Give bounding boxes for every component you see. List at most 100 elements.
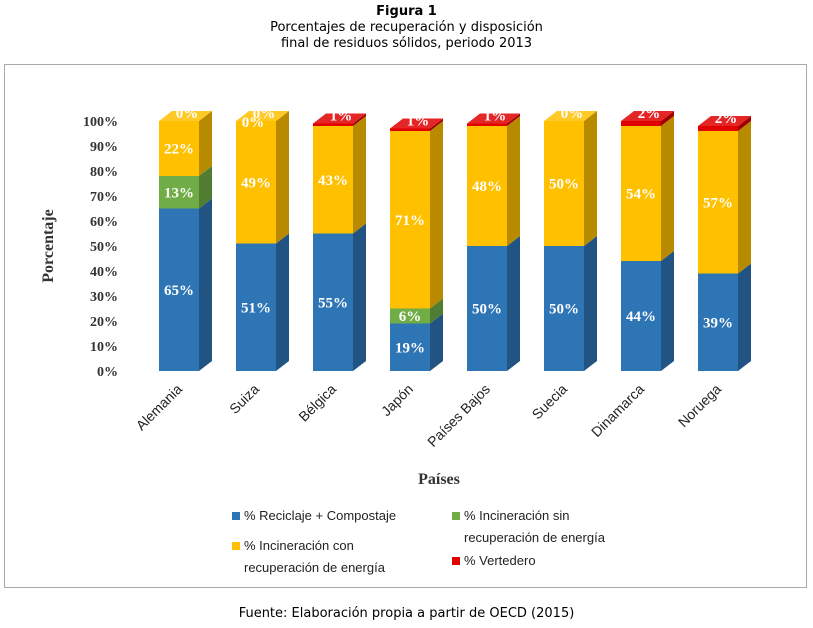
bar-group: 50% 50% 0% <box>544 106 597 371</box>
y-tick-label: 90% <box>90 140 118 155</box>
data-label: 1% <box>484 109 507 125</box>
bar-segment <box>390 323 430 371</box>
bar-segment-side <box>584 236 597 371</box>
y-tick-label: 0% <box>97 365 118 380</box>
bar-segment <box>467 126 507 246</box>
bar-segment-side <box>430 121 443 309</box>
legend-label: % Reciclaje + Compostaje <box>244 508 397 523</box>
bar-group: 19% 6% 71% 1% <box>390 114 443 371</box>
data-label: 65% <box>164 283 194 299</box>
bar-segment-side <box>661 116 674 261</box>
bar-segment-side <box>353 116 366 234</box>
x-tick-label: Japón <box>378 381 416 419</box>
data-label: 6% <box>399 309 422 325</box>
data-label: 0% <box>242 115 265 131</box>
bar-segment <box>313 123 353 126</box>
bar-segment-side <box>430 298 443 324</box>
data-label: 50% <box>549 177 579 193</box>
bar-segment <box>621 121 661 126</box>
figure-label: Figura 1 <box>376 4 437 19</box>
bar-segment <box>313 126 353 234</box>
bar-segment-side <box>507 113 520 126</box>
bar-top <box>621 111 674 121</box>
x-tick-label: Bélgica <box>295 381 339 425</box>
bar-segment-side <box>738 263 751 371</box>
x-tick-label: Dinamarca <box>588 381 647 440</box>
bar-top <box>390 118 443 129</box>
bar-segment <box>159 208 199 371</box>
bar-group: 51% 0% 49% 0% <box>236 106 289 371</box>
bar-group: 39% 57% 2% <box>698 111 751 371</box>
data-label: 43% <box>318 173 348 189</box>
bar-segment <box>698 131 738 274</box>
x-tick-label: Suecia <box>529 381 571 423</box>
bar-segment <box>390 308 430 324</box>
bar-segment-side <box>661 111 674 126</box>
bar-segment-side <box>353 113 366 126</box>
bar-top <box>467 113 520 124</box>
x-tick-label: Noruega <box>675 381 724 430</box>
y-tick-label: 40% <box>90 265 118 280</box>
figure-subtitle-line1: Porcentajes de recuperación y disposició… <box>270 20 543 35</box>
data-label: 1% <box>330 109 353 125</box>
data-label: 19% <box>395 340 425 356</box>
legend-label: recuperación de energía <box>244 560 385 575</box>
data-label: 13% <box>164 185 194 201</box>
legend-swatch <box>452 512 460 520</box>
data-label: 39% <box>703 315 733 331</box>
bar-segment-side <box>353 223 366 371</box>
bar-top <box>236 111 289 121</box>
bar-segment-side <box>430 118 443 131</box>
bar-segment-side <box>199 198 212 371</box>
y-tick-label: 60% <box>90 215 118 230</box>
bar-segment <box>698 126 738 131</box>
bar-segment <box>159 176 199 209</box>
data-label: 44% <box>626 309 656 325</box>
x-tick-label: Alemania <box>133 381 186 434</box>
legend-label: % Vertedero <box>464 553 536 568</box>
bar-top <box>159 111 212 121</box>
bar-segment <box>390 128 430 131</box>
legend-swatch <box>452 557 460 565</box>
data-label: 1% <box>407 114 430 130</box>
data-label: 57% <box>703 195 733 211</box>
y-tick-label: 80% <box>90 165 118 180</box>
bar-segment <box>236 243 276 371</box>
bar-group: 44% 54% 2% <box>621 106 674 371</box>
bar-segment <box>313 233 353 371</box>
bar-group: 55% 43% 1% <box>313 109 366 371</box>
bar-segment <box>621 261 661 371</box>
figure-subtitle-line2: final de residuos sólidos, periodo 2013 <box>280 36 533 51</box>
x-axis-title: Países <box>418 471 460 488</box>
bar-segment-side <box>507 236 520 371</box>
data-label: 50% <box>549 302 579 318</box>
x-tick-label: Suiza <box>226 381 262 417</box>
data-label: 50% <box>472 302 502 318</box>
bar-segment-side <box>276 233 289 371</box>
bar-segment <box>236 121 276 244</box>
figure-source: Fuente: Elaboración propia a partir de O… <box>238 606 575 621</box>
y-axis-title: Porcentaje <box>40 209 57 282</box>
bar-segment-side <box>738 121 751 274</box>
data-label: 51% <box>241 300 271 316</box>
data-label: 54% <box>626 187 656 203</box>
bar-segment-side <box>661 251 674 371</box>
bar-segment <box>544 246 584 371</box>
bar-top <box>698 116 751 126</box>
bar-top <box>544 111 597 121</box>
y-axis: 0% 10% 20% 30% 40% 50% 60% 70% 80% 90% 100% <box>83 115 118 380</box>
x-tick-label: Países Bajos <box>424 381 493 450</box>
y-tick-label: 20% <box>90 315 118 330</box>
data-label: 2% <box>715 111 738 127</box>
bar-segment-side <box>199 111 212 176</box>
y-tick-label: 70% <box>90 190 118 205</box>
data-label: 71% <box>395 213 425 229</box>
data-label: 55% <box>318 295 348 311</box>
bar-segment <box>467 123 507 126</box>
data-label: 0% <box>561 106 584 122</box>
bar-segment-side <box>738 116 751 131</box>
data-label: 2% <box>638 106 661 122</box>
bar-segment <box>544 121 584 246</box>
bar-top <box>313 113 366 124</box>
